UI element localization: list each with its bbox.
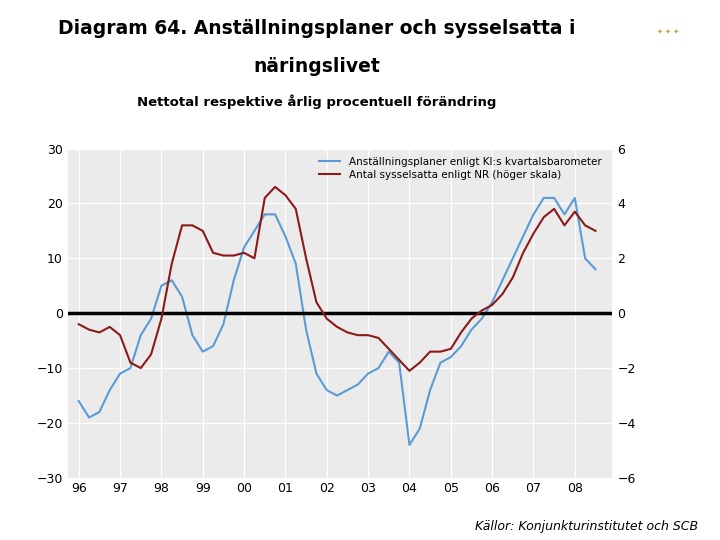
Text: näringslivet: näringslivet — [253, 57, 380, 76]
Text: Källor: Konjunkturinstitutet och SCB: Källor: Konjunkturinstitutet och SCB — [475, 520, 698, 533]
Legend: Anställningsplaner enligt KI:s kvartalsbarometer, Antal sysselsatta enligt NR (h: Anställningsplaner enligt KI:s kvartalsb… — [320, 157, 601, 180]
Text: SVERIGES
RIKSBANK: SVERIGES RIKSBANK — [648, 82, 688, 96]
Text: Diagram 64. Anställningsplaner och sysselsatta i: Diagram 64. Anställningsplaner och sysse… — [58, 19, 575, 38]
Text: Nettotal respektive årlig procentuell förändring: Nettotal respektive årlig procentuell fö… — [137, 94, 497, 109]
Text: ⚙  ⚙: ⚙ ⚙ — [653, 49, 683, 62]
Text: ✦ ✦ ✦: ✦ ✦ ✦ — [657, 29, 679, 35]
